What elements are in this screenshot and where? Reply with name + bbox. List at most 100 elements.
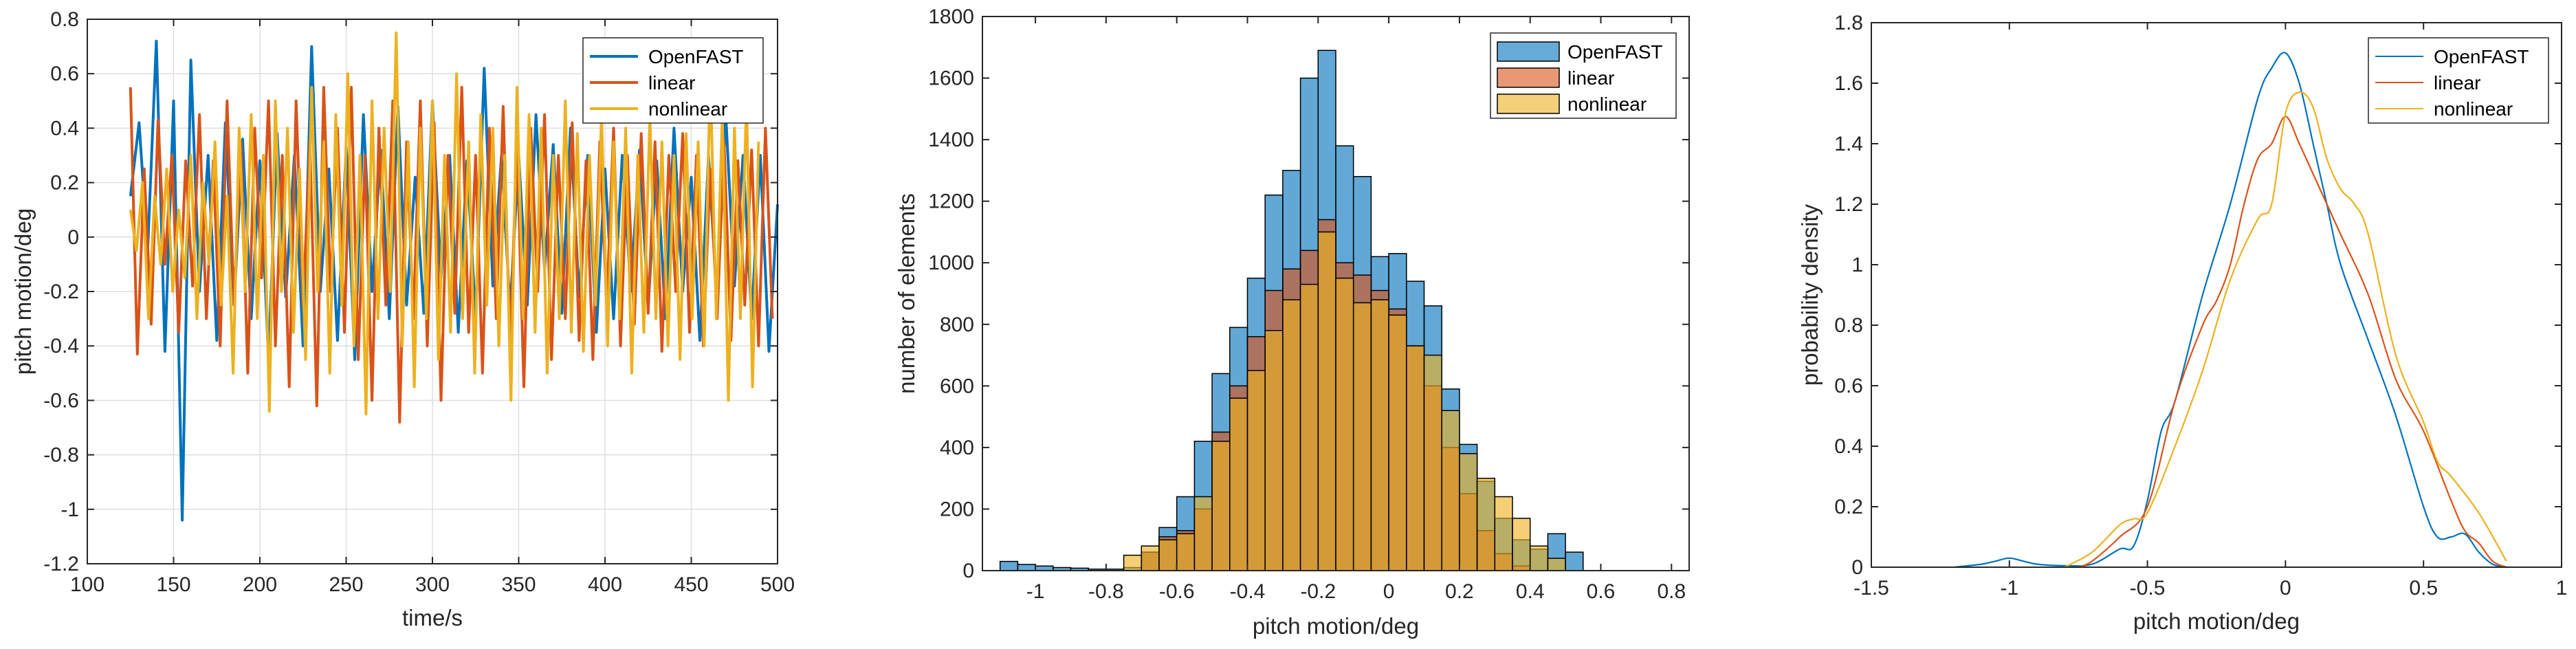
- legend-entry-nonlinear: nonlinear: [2434, 98, 2513, 120]
- series-line-nonlinear: [129, 31, 760, 416]
- x-tick-label: 200: [243, 573, 277, 596]
- histogram-bar: [1370, 299, 1389, 571]
- x-tick-label: -0.8: [1088, 580, 1124, 603]
- y-tick-label: 0: [962, 560, 974, 582]
- legend[interactable]: OpenFAST linear nonlinear: [582, 37, 764, 124]
- histogram-bar: [1299, 283, 1319, 571]
- histogram-bar: [1352, 302, 1372, 571]
- histogram-bar: [1423, 354, 1442, 571]
- x-tick-label: -0.4: [1230, 580, 1266, 603]
- y-tick-label: -1.2: [43, 553, 79, 575]
- histogram-bar: [1141, 545, 1160, 571]
- y-tick-label: 600: [940, 375, 974, 397]
- legend-entry-nonlinear: nonlinear: [648, 98, 727, 120]
- y-tick-label: 400: [940, 437, 974, 459]
- histogram-bar: [1158, 539, 1178, 571]
- y-axis-label: pitch motion/deg: [10, 208, 36, 375]
- legend-entry-openfast: OpenFAST: [648, 46, 744, 67]
- histogram-bar: [1459, 453, 1478, 571]
- x-tick-label: 450: [674, 573, 708, 596]
- histogram-bars: [999, 50, 1584, 571]
- y-axis-label: number of elements: [894, 193, 919, 394]
- legend-swatch: [1497, 41, 1560, 62]
- x-tick-label: 500: [760, 573, 795, 596]
- histogram-bar: [1512, 518, 1531, 571]
- x-tick-label: -1: [1026, 580, 1045, 603]
- y-tick-label: 1.2: [1834, 193, 1863, 216]
- histogram-bar: [1317, 231, 1336, 571]
- bars-nonlinear: [1123, 231, 1566, 571]
- histogram-bar: [1335, 277, 1354, 571]
- density-lines: [1954, 52, 2507, 569]
- histogram-bar: [1229, 397, 1248, 571]
- x-tick-label: -0.5: [2130, 577, 2166, 600]
- histogram-bar: [1547, 558, 1566, 571]
- y-tick-label: -0.8: [43, 444, 79, 467]
- x-tick-label: 400: [588, 573, 622, 596]
- x-tick-label: 300: [415, 573, 450, 596]
- y-tick-label: 0.6: [50, 63, 79, 85]
- legend[interactable]: OpenFAST linear nonlinear: [1490, 32, 1677, 119]
- x-tick-label: -0.2: [1300, 580, 1336, 603]
- axes-box: [1871, 22, 2562, 568]
- y-tick-label: 0.2: [1834, 496, 1863, 518]
- y-tick-label: 0.4: [50, 117, 79, 140]
- density-panel: -1.5 -1 -0.5 0 0.5 1 0 0.2 0.4 0.6 0.8 1 1.2 1.4 1.6 1.…: [1797, 12, 2567, 634]
- histogram-bar: [1494, 496, 1513, 571]
- histogram-bar: [1529, 545, 1549, 571]
- y-tick-label: 1: [1851, 254, 1863, 276]
- y-axis-label: probability density: [1797, 204, 1823, 386]
- legend[interactable]: OpenFAST linear nonlinear: [2368, 37, 2549, 124]
- y-tick-label: 1000: [928, 252, 974, 274]
- tick-labels: -1.5 -1 -0.5 0 0.5 1 0 0.2 0.4 0.6 0.8 1 1.2 1.4 1.6 1.…: [1834, 12, 2567, 600]
- histogram-bar: [1388, 314, 1407, 571]
- y-tick-label: 1600: [928, 67, 974, 90]
- histogram-bar: [1282, 299, 1301, 571]
- histogram-bar: [1406, 345, 1425, 571]
- x-tick-label: 0.5: [2409, 577, 2438, 600]
- y-tick-label: 1.4: [1834, 133, 1863, 155]
- y-tick-label: 0.2: [50, 172, 79, 195]
- x-tick-label: 250: [329, 573, 363, 596]
- x-axis-label: pitch motion/deg: [1253, 613, 1419, 639]
- legend-entry-openfast: OpenFAST: [2434, 46, 2529, 67]
- x-axis-label: time/s: [402, 605, 463, 630]
- tick-labels: 100 150 200 250 300 350 400 450 500 -1.2 -1 -0.8 -0.…: [43, 8, 795, 596]
- y-tick-label: 1.6: [1834, 72, 1863, 95]
- x-tick-label: 0: [1383, 580, 1395, 603]
- y-tick-label: -0.2: [43, 280, 79, 303]
- y-tick-label: 0.6: [1834, 375, 1863, 397]
- x-axis-label: pitch motion/deg: [2133, 608, 2300, 634]
- y-tick-label: 800: [940, 314, 974, 336]
- x-tick-label: -1.5: [1853, 577, 1889, 600]
- y-tick-label: 0: [1851, 556, 1863, 579]
- y-tick-label: 0: [67, 226, 79, 249]
- y-tick-label: 1800: [928, 6, 974, 28]
- density-curve-openfast: [1954, 52, 2507, 569]
- legend-swatch: [1497, 94, 1560, 114]
- tick-labels: -1 -0.8 -0.6 -0.4 -0.2 0 0.2 0.4 0.6 0.8 0 200 400 60…: [928, 6, 1689, 603]
- x-tick-label: 0: [2280, 577, 2291, 600]
- x-tick-label: 350: [501, 573, 536, 596]
- legend-entry-linear: linear: [648, 72, 695, 94]
- histogram-bar: [1193, 496, 1213, 571]
- histogram-bar: [1565, 551, 1584, 571]
- x-tick-label: 0.4: [1516, 580, 1545, 603]
- histogram-bar: [1211, 441, 1231, 571]
- histogram-bar: [1476, 477, 1496, 571]
- y-tick-label: 0.8: [1834, 314, 1863, 337]
- histogram-bar: [1441, 410, 1460, 571]
- x-tick-label: -0.6: [1159, 580, 1195, 603]
- y-tick-label: 1200: [928, 190, 974, 213]
- y-tick-label: 200: [940, 498, 974, 520]
- histogram-panel: -1 -0.8 -0.6 -0.4 -0.2 0 0.2 0.4 0.6 0.8 0 200 400 60…: [894, 6, 1690, 639]
- histogram-bar: [1264, 329, 1284, 571]
- legend-entry-linear: linear: [2434, 72, 2480, 94]
- x-tick-label: 0.2: [1445, 580, 1474, 603]
- y-tick-label: -0.4: [43, 335, 79, 358]
- x-tick-label: 0.6: [1587, 580, 1616, 603]
- y-tick-label: 1.8: [1834, 12, 1863, 34]
- x-tick-label: -1: [2000, 577, 2018, 600]
- histogram-bar: [1246, 370, 1266, 571]
